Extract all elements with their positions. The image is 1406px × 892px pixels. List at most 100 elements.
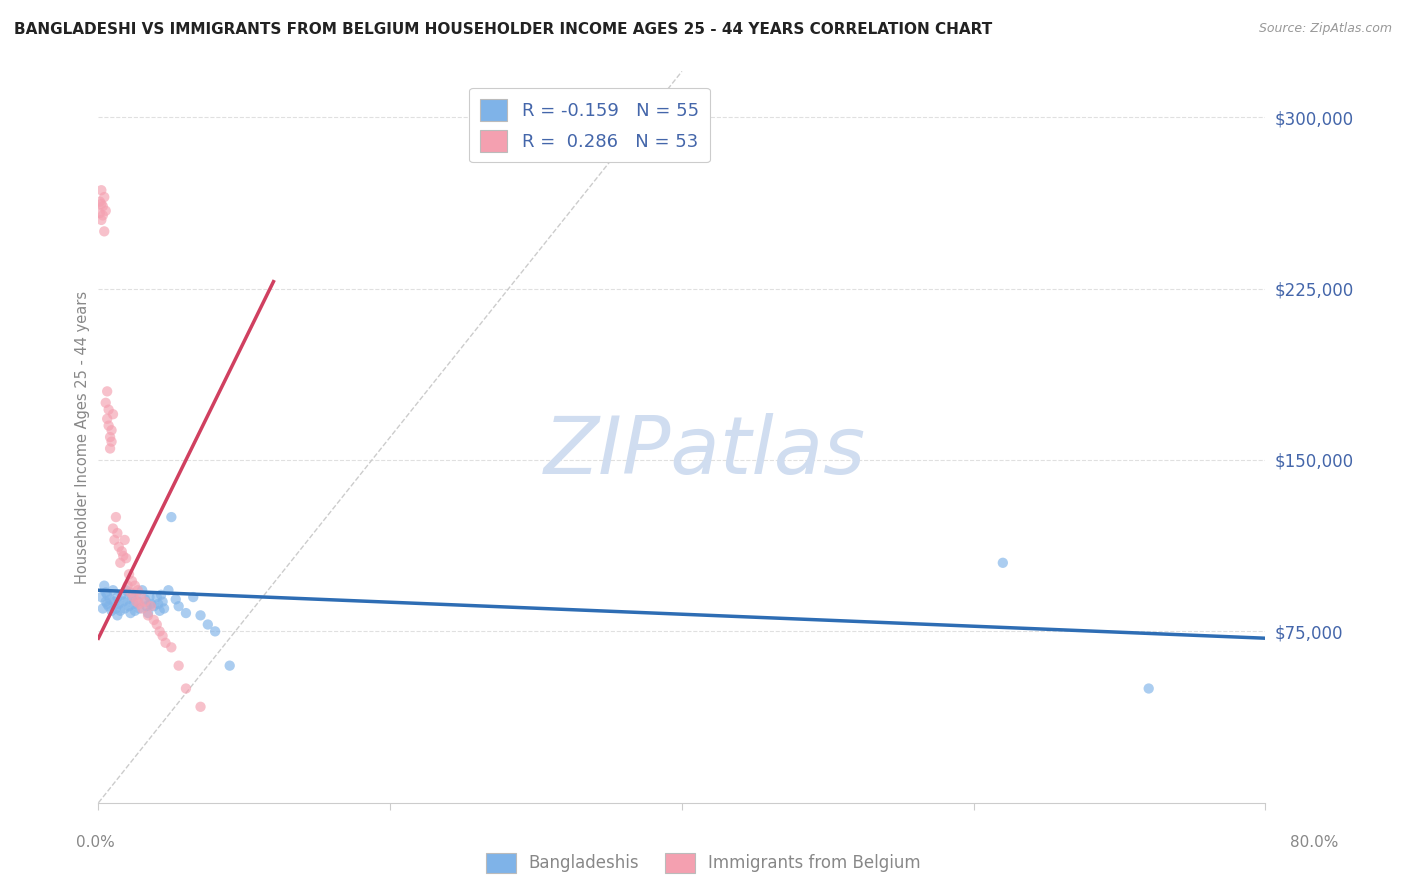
Point: [118, 599, 141, 614]
Point: [115, 551, 138, 566]
Point: [218, 658, 240, 673]
Point: [117, 579, 139, 593]
Point: [101, 407, 124, 421]
Point: [110, 556, 132, 570]
Point: [103, 594, 125, 608]
Point: [96, 411, 118, 425]
Point: [190, 699, 212, 714]
Point: [105, 608, 128, 623]
Point: [167, 658, 190, 673]
Point: [96, 597, 118, 611]
Point: [111, 588, 134, 602]
Point: [115, 583, 138, 598]
Point: [134, 594, 156, 608]
Point: [101, 583, 124, 598]
Point: [105, 526, 128, 541]
Point: [96, 384, 118, 399]
Point: [98, 430, 121, 444]
Point: [174, 681, 197, 696]
Point: [124, 604, 146, 618]
Point: [152, 629, 174, 643]
Point: [146, 617, 169, 632]
Point: [101, 521, 124, 535]
Point: [108, 540, 131, 554]
Y-axis label: Householder Income Ages 25 - 44 years: Householder Income Ages 25 - 44 years: [75, 291, 90, 583]
Point: [93, 190, 115, 204]
Point: [139, 597, 162, 611]
Point: [190, 608, 212, 623]
Point: [100, 604, 122, 618]
Point: [122, 597, 145, 611]
Point: [100, 434, 122, 449]
Point: [148, 597, 170, 611]
Point: [146, 590, 169, 604]
Point: [134, 592, 156, 607]
Point: [197, 617, 219, 632]
Point: [153, 601, 176, 615]
Point: [94, 585, 117, 599]
Point: [149, 624, 172, 639]
Text: Source: ZipAtlas.com: Source: ZipAtlas.com: [1258, 22, 1392, 36]
Point: [120, 606, 142, 620]
Point: [96, 588, 118, 602]
Point: [98, 442, 121, 456]
Point: [174, 606, 197, 620]
Legend: R = -0.159   N = 55, R =  0.286   N = 53: R = -0.159 N = 55, R = 0.286 N = 53: [470, 87, 710, 162]
Point: [142, 599, 165, 614]
Point: [91, 199, 114, 213]
Point: [122, 590, 145, 604]
Point: [103, 533, 125, 547]
Text: ZIPatlas: ZIPatlas: [544, 413, 866, 491]
Point: [111, 544, 134, 558]
Point: [125, 594, 148, 608]
Point: [149, 604, 172, 618]
Point: [991, 556, 1014, 570]
Point: [89, 194, 111, 209]
Point: [97, 599, 120, 614]
Point: [135, 599, 157, 614]
Point: [91, 601, 114, 615]
Point: [90, 590, 112, 604]
Point: [150, 588, 173, 602]
Point: [136, 608, 159, 623]
Text: BANGLADESHI VS IMMIGRANTS FROM BELGIUM HOUSEHOLDER INCOME AGES 25 - 44 YEARS COR: BANGLADESHI VS IMMIGRANTS FROM BELGIUM H…: [14, 22, 993, 37]
Point: [124, 579, 146, 593]
Point: [129, 588, 152, 602]
Point: [157, 583, 180, 598]
Point: [94, 203, 117, 218]
Point: [94, 594, 117, 608]
Point: [104, 510, 127, 524]
Point: [125, 588, 148, 602]
Point: [93, 224, 115, 238]
Point: [165, 592, 187, 607]
Point: [90, 197, 112, 211]
Point: [94, 396, 117, 410]
Legend: Bangladeshis, Immigrants from Belgium: Bangladeshis, Immigrants from Belgium: [479, 847, 927, 880]
Point: [155, 636, 177, 650]
Point: [90, 213, 112, 227]
Point: [120, 585, 142, 599]
Point: [112, 594, 135, 608]
Point: [89, 206, 111, 220]
Point: [138, 590, 160, 604]
Point: [121, 590, 143, 604]
Point: [98, 592, 121, 607]
Point: [112, 549, 135, 563]
Point: [93, 579, 115, 593]
Point: [121, 574, 143, 588]
Point: [110, 604, 132, 618]
Point: [131, 583, 153, 598]
Point: [128, 597, 150, 611]
Text: 0.0%: 0.0%: [76, 836, 115, 850]
Point: [181, 590, 204, 604]
Point: [1137, 681, 1160, 696]
Point: [105, 590, 128, 604]
Point: [142, 613, 165, 627]
Point: [204, 624, 226, 639]
Point: [152, 594, 174, 608]
Point: [114, 601, 136, 615]
Point: [90, 183, 112, 197]
Point: [97, 402, 120, 417]
Point: [127, 583, 149, 598]
Point: [100, 423, 122, 437]
